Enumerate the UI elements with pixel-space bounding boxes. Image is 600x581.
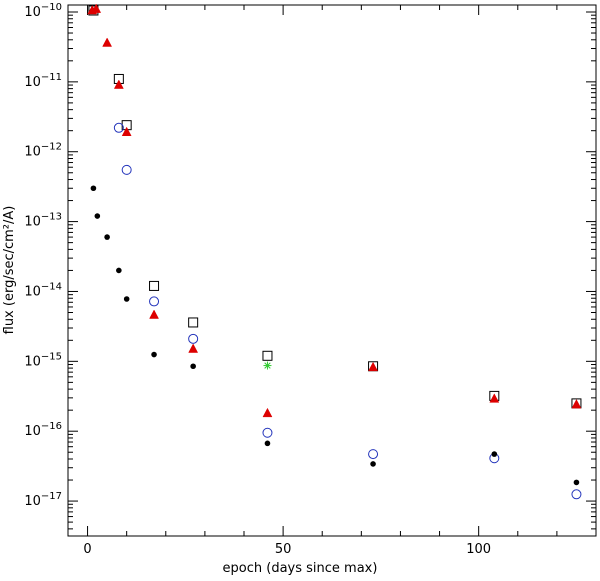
- y-tick-label: 10−10: [24, 2, 62, 20]
- filled-circle-point: [90, 185, 97, 192]
- open-square-point: [149, 280, 160, 291]
- asterisk-point: [263, 361, 272, 370]
- x-tick-label: 100: [466, 542, 491, 557]
- y-tick-label: 10−14: [24, 281, 62, 299]
- open-square-point: [262, 350, 273, 361]
- y-tick-label: 10−15: [24, 351, 62, 369]
- open-circle-point: [149, 296, 160, 307]
- open-circle-point: [571, 489, 582, 500]
- filled-triangle-point: [113, 79, 124, 89]
- filled-circle-point: [190, 363, 196, 370]
- filled-circle-point: [104, 234, 110, 240]
- x-tick-label: 0: [83, 542, 91, 557]
- filled-triangle-point: [368, 361, 378, 372]
- y-tick-label: 10−16: [24, 421, 62, 439]
- open-circle-point: [121, 164, 132, 175]
- y-tick-label: 10−13: [24, 212, 62, 230]
- y-tick-label: 10−12: [24, 142, 62, 160]
- open-circle-point: [113, 122, 124, 133]
- filled-triangle-point: [571, 399, 582, 409]
- x-axis: 0 50 100: [83, 5, 558, 557]
- y-tick-label: 10−11: [24, 72, 62, 90]
- filled-circle-point: [370, 461, 376, 467]
- filled-circle-point: [123, 296, 130, 302]
- filled-triangle-point: [91, 3, 102, 13]
- filled-triangle-point: [262, 407, 273, 418]
- open-circle-point: [188, 333, 199, 344]
- open-circle-point: [368, 449, 379, 460]
- filled-circle-point: [573, 479, 580, 486]
- open-square-point: [188, 317, 199, 328]
- filled-triangle-point: [102, 37, 113, 47]
- open-circle-point: [262, 427, 273, 438]
- y-axis-label: flux (erg/sec/cm²/A): [2, 206, 17, 335]
- filled-circle-point: [94, 213, 101, 219]
- filled-triangle-point: [188, 343, 199, 353]
- asterisk-stroke: [264, 362, 271, 369]
- x-tick-label: 50: [275, 542, 292, 557]
- filled-circle-point: [491, 451, 498, 457]
- filled-triangle-point: [489, 393, 500, 403]
- data-markers: [87, 3, 582, 500]
- filled-circle-point: [116, 267, 122, 274]
- y-axis: 10−10 10−11 10−12 10−13 10−14 10−15 10−16 10−17: [24, 2, 596, 530]
- y-tick-label: 10−17: [24, 491, 62, 509]
- filled-circle-point: [151, 351, 157, 358]
- filled-triangle-point: [121, 126, 132, 136]
- x-axis-label: epoch (days since max): [223, 561, 378, 576]
- plot-frame: [67, 4, 597, 537]
- filled-triangle-point: [149, 309, 159, 319]
- filled-circle-point: [264, 440, 271, 447]
